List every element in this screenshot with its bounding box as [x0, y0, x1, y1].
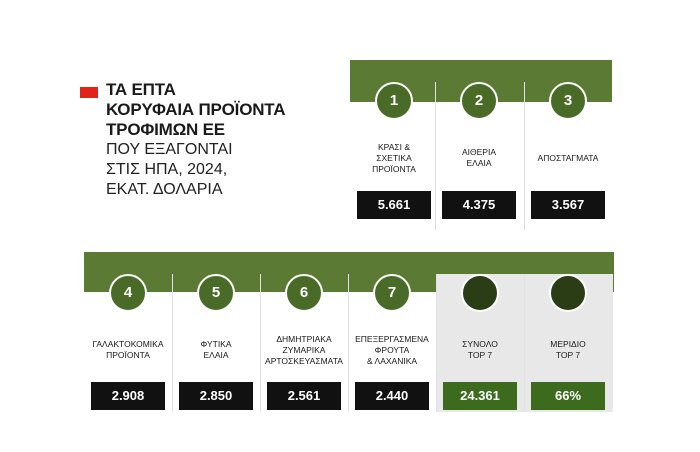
product-label-line: ΠΡΟΪΟΝΤΑ [106, 350, 150, 360]
product-label-line: ΦΥΤΙΚΑ [200, 339, 232, 349]
title-bold-line: ΤΡΟΦΙΜΩΝ ΕΕ [106, 120, 225, 139]
product-label: ΓΑΛΑΚΤΟΚΟΜΙΚΑ ΠΡΟΪΟΝΤΑ [84, 339, 172, 361]
product-label-line: & ΛΑΧΑΝΙΚΑ [366, 355, 418, 366]
product-label: ΚΡΑΣΙ & ΣΧΕΤΙΚΑ ΠΡΟΪΟΝΤΑ [350, 142, 438, 175]
rank-circle: 4 [109, 274, 147, 312]
rank-circle: 2 [460, 82, 498, 120]
product-label-line: ΦΡΟΥΤΑ [374, 344, 410, 355]
product-label: ΑΙΘΕΡΙΑ ΕΛΑΙΑ [435, 147, 523, 169]
rank-circle: 7 [373, 274, 411, 312]
product-cell [435, 82, 524, 230]
top-products-row-2: 4 ΓΑΛΑΚΤΟΚΟΜΙΚΑ ΠΡΟΪΟΝΤΑ 2.908 5 ΦΥΤΙΚΑ ΕΛΑΙΑ 2… [84, 252, 614, 412]
product-label-line: ΔΗΜΗΤΡΙΑΚΑ [276, 333, 332, 344]
product-label-line: ΣΧΕΤΙΚΑ [376, 152, 412, 163]
product-label-line: ΚΡΑΣΙ & [377, 141, 411, 152]
title-subtitle-line: ΣΤΙΣ ΗΠΑ, 2024, [106, 161, 228, 178]
red-marker [80, 87, 98, 98]
title-bold-line: ΤΑ ΕΠΤΑ [106, 80, 176, 99]
product-label-line: ΕΛΑΙΑ [466, 158, 492, 168]
product-label: ΜΕΡΙΔΙΟ TOP 7 [524, 339, 612, 361]
total-value-box: 66% [531, 382, 605, 410]
export-value-box: 4.375 [442, 191, 516, 219]
product-label: ΔΗΜΗΤΡΙΑΚΑ ΖΥΜΑΡΙΚΑ ΑΡΤΟΣΚΕΥΑΣΜΑΤΑ [260, 334, 348, 367]
rank-circle: 1 [375, 82, 413, 120]
infographic-title: ΤΑ ΕΠΤΑ ΚΟΡΥΦΑΙΑ ΠΡΟΪΟΝΤΑ ΤΡΟΦΙΜΩΝ ΕΕ ΠΟ… [80, 80, 340, 200]
product-label-line: ΓΑΛΑΚΤΟΚΟΜΙΚΑ [92, 339, 164, 349]
product-label-line: ΑΙΘΕΡΙΑ [461, 147, 496, 157]
product-label: ΣΥΝΟΛΟ TOP 7 [436, 339, 524, 361]
product-cell [172, 274, 261, 412]
product-label-line: ΣΥΝΟΛΟ [462, 339, 498, 349]
export-value-box: 3.567 [531, 191, 605, 219]
product-label-line: TOP 7 [467, 350, 493, 360]
title-subtitle-line: ΠΟΥ ΕΞΑΓΟΝΤΑΙ [106, 141, 233, 158]
export-value-box: 2.908 [91, 382, 165, 410]
export-value-box: 2.850 [179, 382, 253, 410]
rank-circle: 3 [549, 82, 587, 120]
product-label-line: TOP 7 [555, 350, 581, 360]
product-label-line: ΕΠΕΞΕΡΓΑΣΜΕΝΑ [355, 333, 429, 344]
product-label-line: ΠΡΟΪΟΝΤΑ [372, 163, 416, 174]
product-label: ΕΠΕΞΕΡΓΑΣΜΕΝΑ ΦΡΟΥΤΑ & ΛΑΧΑΝΙΚΑ [348, 334, 436, 367]
rank-circle: 5 [197, 274, 235, 312]
product-label-line: ΜΕΡΙΔΙΟ [550, 339, 586, 349]
title-bold-line: ΚΟΡΥΦΑΙΑ ΠΡΟΪΟΝΤΑ [106, 100, 286, 119]
export-value-box: 2.561 [267, 382, 341, 410]
total-marker-circle [461, 274, 499, 312]
product-cell [348, 274, 437, 412]
product-label-line: ΑΡΤΟΣΚΕΥΑΣΜΑΤΑ [265, 355, 343, 366]
product-cell [260, 274, 349, 412]
product-label: ΦΥΤΙΚΑ ΕΛΑΙΑ [172, 339, 260, 361]
top-products-row-1: 1 ΚΡΑΣΙ & ΣΧΕΤΙΚΑ ΠΡΟΪΟΝΤΑ 5.661 2 ΑΙΘΕΡΙΑ ΕΛΑΙ… [350, 60, 612, 230]
export-value-box: 5.661 [357, 191, 431, 219]
product-label-line: ΕΛΑΙΑ [203, 350, 229, 360]
product-label-line: ΑΠΟΣΤΑΓΜΑΤΑ [537, 152, 599, 163]
rank-circle: 6 [285, 274, 323, 312]
product-cell [524, 82, 613, 230]
total-marker-circle [549, 274, 587, 312]
title-subtitle-line: ΕΚΑΤ. ΔΟΛΑΡΙΑ [106, 181, 223, 198]
export-value-box: 2.440 [355, 382, 429, 410]
product-label-line: ΖΥΜΑΡΙΚΑ [282, 344, 326, 355]
product-label: ΑΠΟΣΤΑΓΜΑΤΑ [524, 153, 612, 164]
total-value-box: 24.361 [443, 382, 517, 410]
